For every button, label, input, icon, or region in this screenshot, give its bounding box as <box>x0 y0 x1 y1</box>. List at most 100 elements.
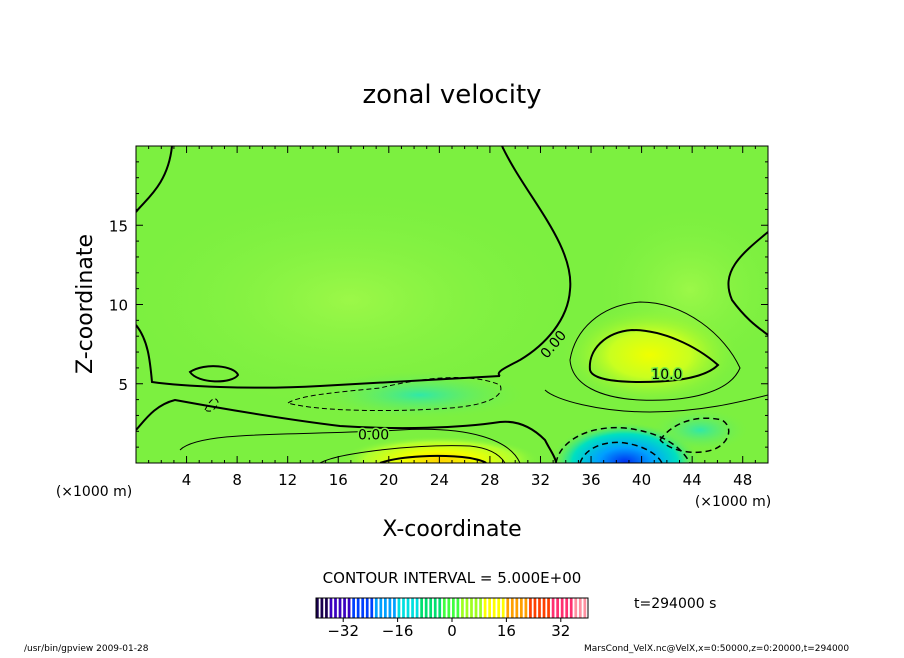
colorbar-cell <box>356 598 360 618</box>
x-axis: 4 8 12 16 20 24 28 32 36 40 44 48 <box>148 146 756 489</box>
y-axis-label: Z-coordinate <box>73 234 98 374</box>
colorbar-cell <box>347 598 351 618</box>
x-tick-label: 48 <box>733 471 752 489</box>
x-tick-label: 8 <box>232 471 242 489</box>
colorbar-cell <box>415 598 419 618</box>
colorbar-cell <box>538 598 541 618</box>
colorbar-cell <box>320 598 324 618</box>
colorbar-cell <box>316 598 319 618</box>
colorbar-cell <box>551 598 555 618</box>
colorbar-cell <box>352 598 355 618</box>
colorbar-cell <box>565 598 569 618</box>
colorbar-cell <box>533 598 537 618</box>
colorbar-cell <box>583 598 587 618</box>
colorbar-cell <box>542 598 546 618</box>
colorbar-cell <box>461 598 464 618</box>
colorbar-cell <box>474 598 478 618</box>
colorbar-cell <box>524 598 528 618</box>
y-tick-label: 5 <box>118 376 128 394</box>
colorbar-cell <box>420 598 423 618</box>
contour-value-label: 0.00 <box>358 427 389 443</box>
colorbar-cell <box>433 598 437 618</box>
x-tick-label: 40 <box>632 471 651 489</box>
x-tick-label: 24 <box>430 471 449 489</box>
contour-zero-island <box>188 365 240 383</box>
colorbar-cell <box>492 598 496 618</box>
colorbar-cell <box>520 598 523 618</box>
x-tick-label: 4 <box>182 471 192 489</box>
colorbar-tick-label: 32 <box>551 622 570 640</box>
colorbar-cell <box>515 598 519 618</box>
contour-neg-left <box>204 398 219 412</box>
colorbar-cell <box>397 598 401 618</box>
colorbar-cell <box>343 598 346 618</box>
colorbar-tick-label: 0 <box>447 622 457 640</box>
colorbar-ticks: −32 −16 0 16 32 <box>327 618 570 640</box>
colorbar-cell <box>411 598 414 618</box>
colorbar-cell <box>488 598 491 618</box>
colorbar-cell <box>483 598 487 618</box>
x-tick-label: 44 <box>683 471 702 489</box>
x-tick-label: 20 <box>379 471 398 489</box>
colorbar-tick-label: −32 <box>327 622 359 640</box>
contour-five-mid <box>544 389 768 413</box>
x-tick-label: 36 <box>581 471 600 489</box>
colorbar-cell <box>438 598 442 618</box>
colorbar-cell <box>442 598 446 618</box>
contour-zero-divide <box>497 146 572 377</box>
time-text: t=294000 s <box>634 596 716 612</box>
contour-fifteen-lower <box>379 454 487 463</box>
colorbar-cell <box>452 598 455 618</box>
chart-title: zonal velocity <box>362 80 541 110</box>
right-jet-region <box>560 305 740 405</box>
mid-negative-region <box>310 370 530 420</box>
y-tick-label: 15 <box>109 217 128 235</box>
contour-interval-text: CONTOUR INTERVAL = 5.000E+00 <box>323 569 582 587</box>
contour-lines <box>136 146 768 463</box>
x-axis-unit-left: (×1000 m) <box>56 484 132 500</box>
colorbar-cell <box>406 598 410 618</box>
x-tick-label: 12 <box>278 471 297 489</box>
colorbar-cell <box>384 598 387 618</box>
y-tick-label: 10 <box>109 297 128 315</box>
contour-five-lower <box>179 428 521 463</box>
contour-neg-right-3 <box>659 417 730 453</box>
colorbar-cell <box>329 598 333 618</box>
colorbar-cell <box>393 598 396 618</box>
colorbar-cell <box>556 598 559 618</box>
colorbar-cell <box>574 598 578 618</box>
colorbar-cell <box>470 598 473 618</box>
colorbar-cell <box>501 598 505 618</box>
colorbar-cell <box>560 598 564 618</box>
colorbar-cell <box>402 598 405 618</box>
contour-value-label: 10.0 <box>651 367 682 383</box>
y-axis: 5 10 15 <box>109 161 768 448</box>
colorbar-cell <box>361 598 365 618</box>
colorbar-cell <box>529 598 532 618</box>
colorbar-cell <box>374 598 378 618</box>
contour-zero-left <box>136 324 501 389</box>
x-axis-unit-right: (×1000 m) <box>695 494 771 510</box>
colorbar-cell <box>338 598 342 618</box>
colorbar-cell <box>334 598 337 618</box>
upper-light-region <box>136 180 590 420</box>
contour-five-right <box>569 301 741 401</box>
colorbar-cell <box>506 598 510 618</box>
footer-left: /usr/bin/gpview 2009-01-28 <box>24 644 149 654</box>
colorbar-tick-label: 16 <box>497 622 516 640</box>
colorbar-cell <box>479 598 482 618</box>
contour-zero-upper <box>136 146 173 213</box>
right-return-flow-secondary <box>650 408 750 452</box>
colorbar-cell <box>388 598 392 618</box>
contour-neg-mid <box>286 377 502 412</box>
contour-zero-right <box>727 231 768 336</box>
colorbar-cell <box>497 598 501 618</box>
footer-right: MarsCond_VelX.nc@VelX,x=0:50000,z=0:2000… <box>584 644 849 654</box>
x-tick-label: 16 <box>329 471 348 489</box>
colorbar-cell <box>510 598 514 618</box>
x-tick-label: 32 <box>531 471 550 489</box>
contour-zero-mid <box>136 398 557 463</box>
contour-neg-right-1 <box>555 426 691 463</box>
colorbar-cell <box>379 598 383 618</box>
